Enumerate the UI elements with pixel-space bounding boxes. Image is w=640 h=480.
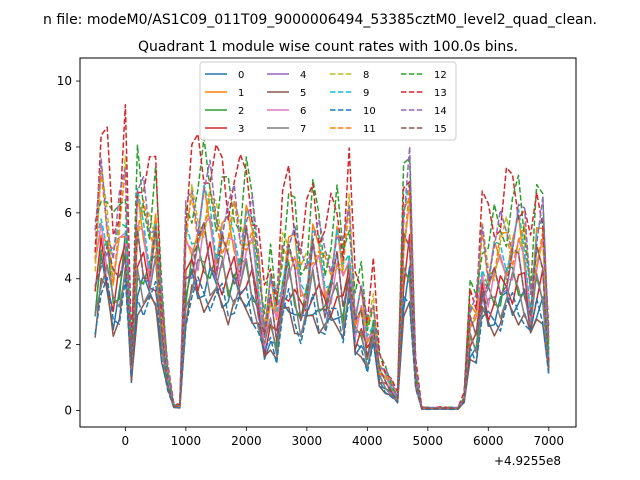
legend-label: 11 <box>363 124 376 135</box>
legend-item-4[interactable]: 4 <box>267 70 306 81</box>
series-line-10 <box>94 276 550 411</box>
legend-item-14[interactable]: 14 <box>401 106 447 117</box>
legend-label: 9 <box>363 88 369 99</box>
legend-label: 13 <box>434 88 447 99</box>
legend-label: 2 <box>238 106 244 117</box>
legend-item-2[interactable]: 2 <box>205 106 244 117</box>
legend-item-8[interactable]: 8 <box>330 70 369 81</box>
plot-frame <box>79 57 577 428</box>
legend-item-0[interactable]: 0 <box>205 70 244 81</box>
legend-item-6[interactable]: 6 <box>267 106 306 117</box>
legend-label: 1 <box>238 88 244 99</box>
legend-label: 5 <box>300 88 306 99</box>
x-offset-label: +4.9255e8 <box>494 454 561 468</box>
x-axis: 0 1000 2000 3000 4000 5000 6000 7000 <box>122 427 565 448</box>
legend-item-12[interactable]: 12 <box>401 70 447 81</box>
legend-label: 15 <box>434 124 447 135</box>
legend-label: 0 <box>238 70 244 81</box>
y-axis: 0 2 4 6 8 10 <box>57 74 80 418</box>
series-line-12 <box>94 137 550 409</box>
chart-title: Quadrant 1 module wise count rates with … <box>138 39 518 55</box>
legend-item-15[interactable]: 15 <box>401 124 447 135</box>
legend-label: 6 <box>300 106 306 117</box>
series-line-14 <box>94 146 550 410</box>
y-tick-label: 10 <box>57 74 72 88</box>
legend-label: 14 <box>434 106 447 117</box>
x-tick-label: 2000 <box>231 434 262 448</box>
y-tick-label: 6 <box>64 206 72 220</box>
legend-label: 8 <box>363 70 369 81</box>
y-tick-label: 2 <box>64 338 72 352</box>
legend-label: 12 <box>434 70 447 81</box>
x-tick-label: 7000 <box>534 434 565 448</box>
legend-label: 4 <box>300 70 306 81</box>
legend-box <box>199 61 457 141</box>
legend-item-3[interactable]: 3 <box>205 124 244 135</box>
y-tick-label: 0 <box>64 404 72 418</box>
x-tick-label: 5000 <box>413 434 444 448</box>
legend-item-7[interactable]: 7 <box>267 124 306 135</box>
legend-item-5[interactable]: 5 <box>267 88 306 99</box>
y-tick-label: 8 <box>64 140 72 154</box>
x-tick-label: 0 <box>122 434 130 448</box>
series-layer <box>94 103 550 411</box>
legend-item-13[interactable]: 13 <box>401 88 447 99</box>
legend-label: 10 <box>363 106 376 117</box>
x-tick-label: 3000 <box>292 434 323 448</box>
legend-item-1[interactable]: 1 <box>205 88 244 99</box>
legend-item-9[interactable]: 9 <box>330 88 369 99</box>
x-tick-label: 6000 <box>473 434 504 448</box>
y-tick-label: 4 <box>64 272 72 286</box>
chart-suptitle: n file: modeM0/AS1C09_011T09_9000006494_… <box>43 12 597 28</box>
x-tick-label: 1000 <box>171 434 202 448</box>
legend-item-11[interactable]: 11 <box>330 124 376 135</box>
legend-label: 7 <box>300 124 306 135</box>
x-tick-label: 4000 <box>352 434 383 448</box>
legend-item-10[interactable]: 10 <box>330 106 376 117</box>
legend-label: 3 <box>238 124 244 135</box>
series-line-15 <box>94 221 550 410</box>
